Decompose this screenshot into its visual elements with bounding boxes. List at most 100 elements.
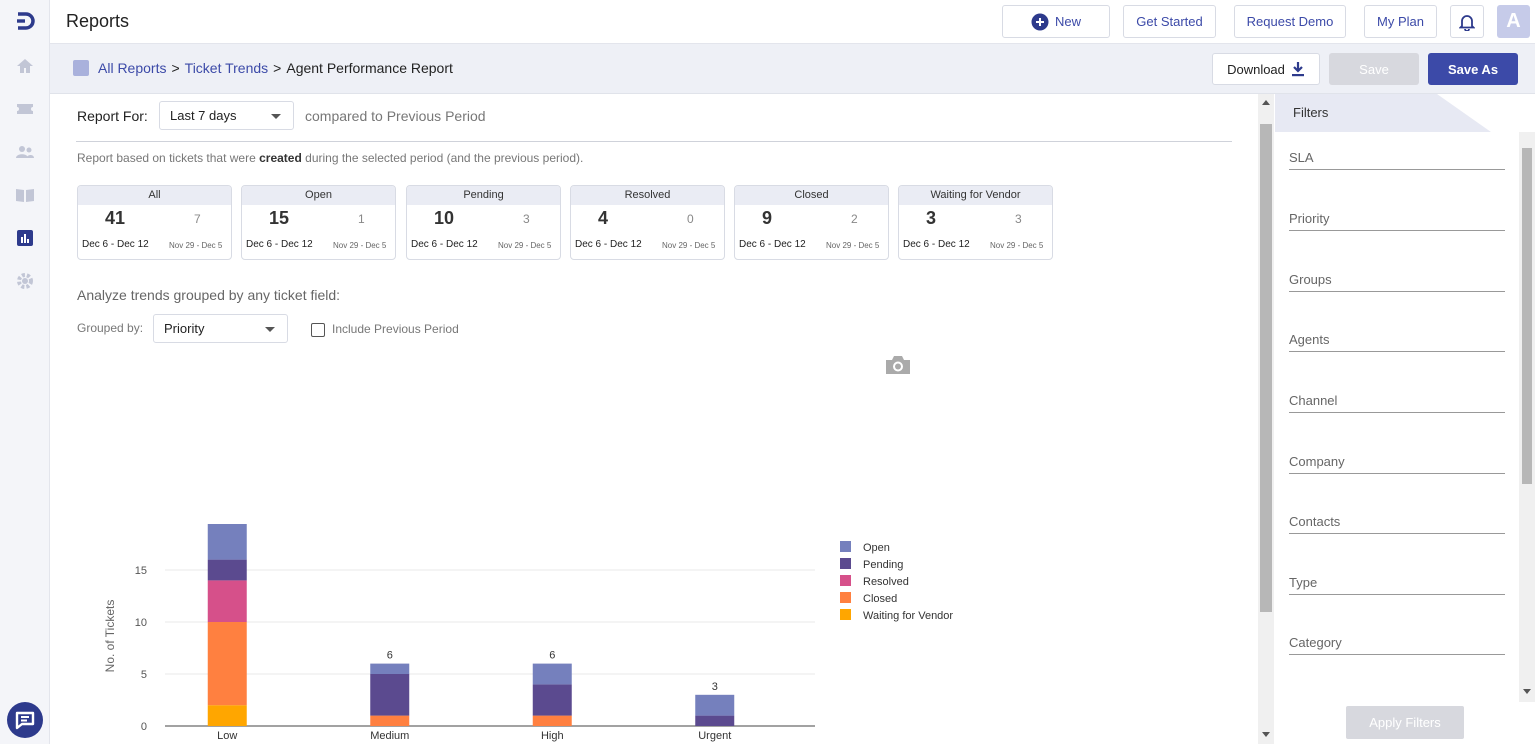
my-plan-button[interactable]: My Plan xyxy=(1364,5,1437,38)
stat-card-current-range: Dec 6 - Dec 12 xyxy=(246,239,313,250)
download-button[interactable]: Download xyxy=(1212,53,1320,85)
stat-card-current: 15 xyxy=(269,208,290,228)
legend-label[interactable]: Resolved xyxy=(863,576,909,588)
bar-segment-open[interactable] xyxy=(695,694,735,716)
stat-card-current-range: Dec 6 - Dec 12 xyxy=(82,239,149,250)
stat-card-title: Open xyxy=(242,186,395,205)
bar-segment-pending[interactable] xyxy=(532,684,572,716)
scroll-up-arrow-icon[interactable] xyxy=(1262,100,1270,105)
stat-card-all[interactable]: All 41 7 Dec 6 - Dec 12 Nov 29 - Dec 5 xyxy=(77,185,232,260)
bar-segment-closed[interactable] xyxy=(370,715,410,726)
bar-total-label: 6 xyxy=(387,650,393,662)
stat-card-previous-range: Nov 29 - Dec 5 xyxy=(169,241,223,250)
left-nav-rail xyxy=(0,0,50,744)
bar-segment-pending[interactable] xyxy=(695,715,735,726)
new-button[interactable]: New xyxy=(1002,5,1110,38)
breadcrumb: All Reports > Ticket Trends > Agent Perf… xyxy=(73,60,453,76)
scroll-thumb[interactable] xyxy=(1260,124,1272,612)
home-icon[interactable] xyxy=(15,56,35,76)
stat-card-previous-range: Nov 29 - Dec 5 xyxy=(498,241,552,250)
main-scrollbar[interactable] xyxy=(1258,94,1274,744)
period-select[interactable]: Last 7 days xyxy=(159,101,294,130)
legend-swatch[interactable] xyxy=(840,541,851,552)
stat-card-resolved[interactable]: Resolved 4 0 Dec 6 - Dec 12 Nov 29 - Dec… xyxy=(570,185,725,260)
bar-segment-closed[interactable] xyxy=(532,715,572,726)
breadcrumb-separator: > xyxy=(273,60,282,76)
chevron-down-icon xyxy=(265,327,275,332)
breadcrumb-all-reports[interactable]: All Reports xyxy=(98,60,167,76)
legend-swatch[interactable] xyxy=(840,609,851,620)
x-tick-label: Low xyxy=(217,730,237,742)
stat-card-previous-range: Nov 29 - Dec 5 xyxy=(826,241,880,250)
breadcrumb-ticket-trends[interactable]: Ticket Trends xyxy=(184,60,269,76)
user-avatar[interactable]: A xyxy=(1497,5,1530,38)
filter-channel-field[interactable]: Channel xyxy=(1289,393,1505,413)
plus-circle-icon xyxy=(1031,13,1049,30)
bar-segment-waiting-for-vendor[interactable] xyxy=(207,705,247,726)
get-started-button[interactable]: Get Started xyxy=(1123,5,1216,38)
filter-sla-field[interactable]: SLA xyxy=(1289,150,1505,170)
filter-priority-field[interactable]: Priority xyxy=(1289,211,1505,231)
apply-filters-button[interactable]: Apply Filters xyxy=(1346,706,1464,739)
legend-label[interactable]: Pending xyxy=(863,559,903,571)
y-tick-label: 5 xyxy=(141,669,147,681)
filters-scroll-thumb[interactable] xyxy=(1522,148,1532,484)
legend-swatch[interactable] xyxy=(840,592,851,603)
legend-swatch[interactable] xyxy=(840,558,851,569)
note-prefix: Report based on tickets that were xyxy=(77,151,256,165)
bar-segment-resolved[interactable] xyxy=(207,580,247,622)
settings-gear-icon[interactable] xyxy=(15,271,35,291)
filter-contacts-field[interactable]: Contacts xyxy=(1289,514,1505,534)
stat-card-title: Closed xyxy=(735,186,888,205)
my-plan-label: My Plan xyxy=(1377,14,1424,29)
compared-text: compared to Previous Period xyxy=(305,108,486,124)
stat-card-current-range: Dec 6 - Dec 12 xyxy=(411,239,478,250)
bar-segment-pending[interactable] xyxy=(370,674,410,716)
camera-icon[interactable] xyxy=(884,353,912,377)
filter-type-field[interactable]: Type xyxy=(1289,575,1505,595)
filter-category-field[interactable]: Category xyxy=(1289,635,1505,655)
stat-card-pending[interactable]: Pending 10 3 Dec 6 - Dec 12 Nov 29 - Dec… xyxy=(406,185,561,260)
request-demo-button[interactable]: Request Demo xyxy=(1234,5,1346,38)
legend-label[interactable]: Closed xyxy=(863,593,897,605)
chat-widget-button[interactable] xyxy=(7,702,43,738)
stat-card-open[interactable]: Open 15 1 Dec 6 - Dec 12 Nov 29 - Dec 5 xyxy=(241,185,396,260)
legend-label[interactable]: Waiting for Vendor xyxy=(863,610,953,622)
bar-segment-closed[interactable] xyxy=(207,622,247,706)
stat-card-current-range: Dec 6 - Dec 12 xyxy=(903,239,970,250)
bar-segment-open[interactable] xyxy=(207,524,247,560)
notifications-button[interactable] xyxy=(1450,5,1484,38)
reports-icon[interactable] xyxy=(15,228,35,248)
report-chart-icon xyxy=(73,60,89,76)
save-as-button[interactable]: Save As xyxy=(1428,53,1518,85)
grouped-by-select[interactable]: Priority xyxy=(153,314,288,343)
filters-tab[interactable]: Filters xyxy=(1275,94,1491,132)
bar-segment-open[interactable] xyxy=(532,663,572,685)
save-button[interactable]: Save xyxy=(1329,53,1419,85)
scroll-down-arrow-icon[interactable] xyxy=(1262,732,1270,737)
report-content: Report For: Last 7 days compared to Prev… xyxy=(50,94,1258,744)
bar-segment-open[interactable] xyxy=(370,663,410,674)
legend-swatch[interactable] xyxy=(840,575,851,586)
stat-card-waiting-for-vendor[interactable]: Waiting for Vendor 3 3 Dec 6 - Dec 12 No… xyxy=(898,185,1053,260)
tickets-icon[interactable] xyxy=(15,99,35,119)
request-demo-label: Request Demo xyxy=(1246,14,1334,29)
new-button-label: New xyxy=(1054,14,1081,29)
filter-agents-field[interactable]: Agents xyxy=(1289,332,1505,352)
filters-scrollbar[interactable] xyxy=(1519,132,1535,702)
grouped-by-label: Grouped by: xyxy=(77,321,144,335)
y-axis-label: No. of Tickets xyxy=(103,600,117,673)
include-previous-label: Include Previous Period xyxy=(332,322,459,336)
legend-label[interactable]: Open xyxy=(863,542,890,554)
app-logo-icon[interactable] xyxy=(14,10,36,32)
filter-groups-field[interactable]: Groups xyxy=(1289,272,1505,292)
filter-company-field[interactable]: Company xyxy=(1289,454,1505,474)
knowledge-base-icon[interactable] xyxy=(15,185,35,205)
stat-card-current: 10 xyxy=(434,208,455,228)
include-previous-checkbox[interactable] xyxy=(311,323,325,337)
stat-card-closed[interactable]: Closed 9 2 Dec 6 - Dec 12 Nov 29 - Dec 5 xyxy=(734,185,889,260)
filters-scroll-down-arrow-icon[interactable] xyxy=(1523,689,1531,694)
contacts-icon[interactable] xyxy=(15,142,35,162)
bar-segment-pending[interactable] xyxy=(207,559,247,581)
